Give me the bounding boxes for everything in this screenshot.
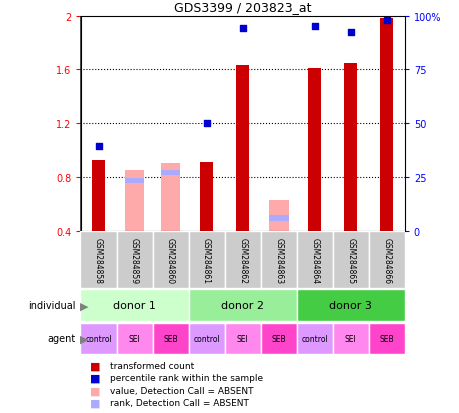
Text: ■: ■ [90,361,100,370]
Text: SEB: SEB [163,334,178,343]
Text: ▶: ▶ [80,334,88,344]
Point [347,29,354,36]
Point [202,121,210,127]
FancyBboxPatch shape [296,323,332,354]
Text: percentile rank within the sample: percentile rank within the sample [110,373,263,382]
Text: GSM284862: GSM284862 [238,237,246,283]
Text: donor 1: donor 1 [113,301,156,311]
Bar [308,69,320,231]
Point [382,17,390,24]
Bar [160,170,180,176]
FancyBboxPatch shape [152,323,188,354]
FancyBboxPatch shape [296,290,404,321]
Text: GSM284860: GSM284860 [166,237,175,283]
Bar [344,64,356,231]
Text: ▶: ▶ [80,301,88,311]
Text: individual: individual [28,301,76,311]
FancyBboxPatch shape [116,323,152,354]
Text: donor 3: donor 3 [329,301,371,311]
Bar [380,19,392,231]
Text: GSM284858: GSM284858 [94,237,103,283]
Text: SEI: SEI [344,334,356,343]
Point [239,25,246,32]
FancyBboxPatch shape [332,323,368,354]
Point [310,24,318,31]
Bar [200,163,213,231]
FancyBboxPatch shape [260,232,296,289]
Text: SEI: SEI [129,334,140,343]
FancyBboxPatch shape [152,232,188,289]
FancyBboxPatch shape [332,232,368,289]
Text: control: control [193,334,219,343]
Point [95,143,102,150]
Title: GDS3399 / 203823_at: GDS3399 / 203823_at [174,1,311,14]
Bar [124,178,144,184]
Text: GSM284864: GSM284864 [309,237,319,283]
Text: value, Detection Call = ABSENT: value, Detection Call = ABSENT [110,386,253,395]
Text: ■: ■ [90,373,100,383]
FancyBboxPatch shape [80,290,188,321]
FancyBboxPatch shape [188,290,296,321]
Text: transformed count: transformed count [110,361,194,370]
Text: GSM284866: GSM284866 [381,237,391,283]
Text: rank, Detection Call = ABSENT: rank, Detection Call = ABSENT [110,398,249,407]
Bar [92,160,105,231]
Bar [236,66,248,231]
FancyBboxPatch shape [296,232,332,289]
Text: GSM284861: GSM284861 [202,237,211,283]
FancyBboxPatch shape [260,323,296,354]
Bar [268,216,288,221]
Text: GSM284859: GSM284859 [130,237,139,283]
FancyBboxPatch shape [224,323,260,354]
FancyBboxPatch shape [368,323,404,354]
FancyBboxPatch shape [80,323,116,354]
Text: control: control [85,334,112,343]
FancyBboxPatch shape [188,232,224,289]
Text: SEI: SEI [236,334,248,343]
Text: agent: agent [48,334,76,344]
Text: SEB: SEB [379,334,393,343]
Bar [268,200,288,231]
Text: ■: ■ [90,385,100,395]
FancyBboxPatch shape [368,232,404,289]
FancyBboxPatch shape [224,232,260,289]
Text: control: control [301,334,327,343]
FancyBboxPatch shape [188,323,224,354]
Text: SEB: SEB [271,334,285,343]
Bar [124,171,144,231]
Bar [160,164,180,231]
Text: donor 2: donor 2 [221,301,263,311]
FancyBboxPatch shape [80,232,116,289]
FancyBboxPatch shape [116,232,152,289]
Text: GSM284865: GSM284865 [346,237,354,283]
Text: ■: ■ [90,398,100,408]
Text: GSM284863: GSM284863 [274,237,283,283]
